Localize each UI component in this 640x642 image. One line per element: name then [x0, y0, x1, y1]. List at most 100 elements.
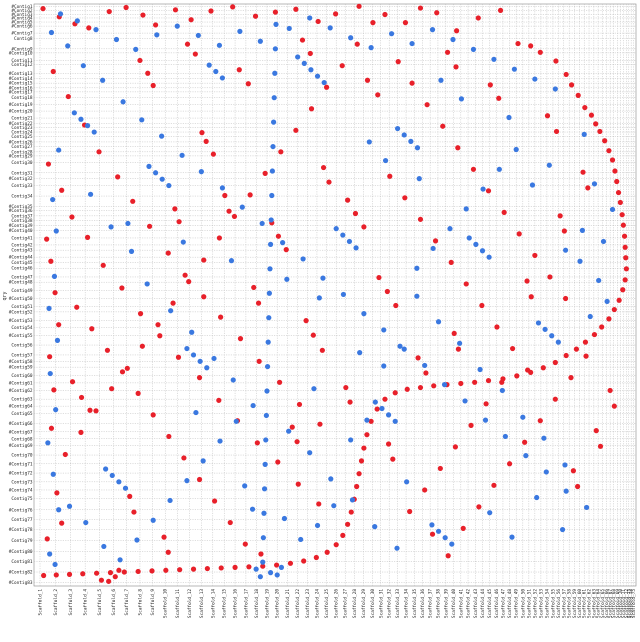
x-tick-label: Scaffold_23: [305, 589, 311, 618]
y-tick-label: #Contig1: [11, 4, 33, 10]
x-tick-label: Scaffold_32: [387, 589, 393, 618]
reverse-match-point: [385, 412, 392, 418]
x-tick-label: Scaffold_64: [596, 589, 602, 618]
forward-match-point: [258, 551, 264, 557]
y-tick-label: Contig27: [11, 144, 33, 150]
forward-match-point: [424, 102, 430, 108]
y-tick-label: #Contig74: [9, 487, 33, 493]
forward-match-point: [455, 145, 461, 151]
y-tick-label: #Contig80: [9, 549, 33, 555]
forward-match-point: [606, 148, 612, 154]
forward-match-point: [69, 379, 76, 385]
forward-match-point: [203, 138, 209, 144]
forward-match-point: [460, 525, 466, 531]
x-tick-label: Scaffold_6: [111, 589, 117, 616]
reverse-match-point: [56, 507, 62, 513]
reverse-match-point: [239, 204, 245, 210]
reverse-match-point: [404, 479, 410, 485]
forward-match-point: [417, 5, 424, 11]
forward-match-point: [472, 379, 478, 385]
y-axis-label: qry: [2, 291, 8, 300]
reverse-match-point: [470, 46, 477, 52]
reverse-match-point: [499, 387, 505, 394]
forward-match-point: [177, 567, 183, 573]
forward-match-point: [150, 82, 156, 89]
reverse-match-point: [442, 535, 448, 541]
forward-match-point: [616, 297, 622, 303]
reverse-match-point: [263, 437, 269, 443]
y-tick-label: Contig81: [11, 559, 33, 565]
x-tick-label: Scaffold_19: [264, 589, 270, 618]
forward-match-point: [137, 311, 144, 317]
reverse-match-point: [480, 186, 486, 192]
reverse-match-point: [273, 21, 279, 27]
reverse-match-point: [401, 346, 407, 352]
reverse-match-point: [47, 551, 53, 557]
forward-match-point: [296, 401, 303, 408]
reverse-match-point: [422, 362, 428, 369]
forward-match-point: [245, 81, 251, 87]
y-tick-label: Contig31: [11, 170, 33, 176]
reverse-match-point: [57, 11, 64, 17]
reverse-match-point: [174, 23, 180, 29]
reverse-match-point: [379, 405, 385, 412]
forward-match-point: [324, 549, 330, 555]
forward-match-point: [585, 185, 591, 191]
x-tick-label: Scaffold_69: [615, 589, 621, 618]
forward-match-point: [123, 4, 129, 11]
reverse-match-point: [267, 266, 273, 272]
forward-match-point: [497, 7, 504, 14]
x-tick-label: Scaffold_16: [233, 589, 239, 618]
forward-match-point: [254, 440, 260, 446]
reverse-match-point: [300, 256, 306, 262]
forward-match-point: [593, 121, 599, 127]
y-tick-label: #Contig52: [9, 309, 33, 315]
reverse-match-point: [535, 320, 542, 326]
reverse-match-point: [340, 232, 346, 238]
reverse-match-point: [534, 494, 540, 501]
forward-match-point: [417, 384, 424, 391]
forward-match-point: [262, 170, 268, 176]
reverse-match-point: [372, 524, 378, 530]
y-tick-label: #Contig5: [11, 20, 33, 26]
forward-match-point: [463, 281, 469, 287]
y-tick-label: #Contig50: [9, 296, 33, 302]
y-tick-labels: #Contig1#Contig2#Contig3#Contig4#Contig5…: [9, 4, 33, 586]
forward-match-point: [553, 128, 560, 135]
reverse-match-point: [429, 522, 435, 528]
forward-match-point: [485, 188, 492, 194]
forward-match-point: [340, 532, 346, 538]
reverse-match-point: [197, 358, 203, 364]
x-tick-label: Scaffold_73: [626, 589, 632, 618]
forward-match-point: [602, 138, 608, 144]
reverse-match-point: [408, 138, 414, 144]
forward-match-point: [393, 302, 399, 309]
reverse-match-point: [449, 541, 455, 547]
reverse-match-point: [559, 526, 566, 533]
reverse-match-point: [109, 472, 115, 479]
reverse-match-point: [260, 559, 266, 565]
reverse-match-point: [577, 258, 583, 264]
forward-match-point: [501, 209, 507, 215]
y-tick-label: Contig54: [11, 325, 33, 331]
x-tick-label: Scaffold_65: [600, 589, 606, 618]
forward-match-point: [384, 288, 390, 295]
forward-match-point: [121, 569, 127, 575]
reverse-match-point: [353, 245, 359, 251]
forward-match-point: [161, 534, 167, 540]
reverse-match-point: [513, 146, 519, 153]
y-tick-label: #Contig44: [9, 255, 33, 261]
forward-match-point: [575, 483, 581, 490]
y-tick-label: #Contig61: [9, 380, 33, 386]
reverse-match-point: [53, 407, 59, 413]
forward-match-point: [417, 216, 424, 222]
forward-match-point: [514, 373, 520, 379]
y-tick-label: #Contig48: [9, 280, 33, 286]
forward-match-point: [289, 424, 295, 430]
forward-match-point: [295, 481, 301, 487]
reverse-match-point: [311, 386, 317, 392]
forward-match-point: [387, 173, 393, 179]
reverse-match-point: [45, 440, 51, 446]
y-tick-label: #Contig72: [9, 471, 33, 477]
x-tick-label: Scaffold_61: [582, 589, 588, 618]
